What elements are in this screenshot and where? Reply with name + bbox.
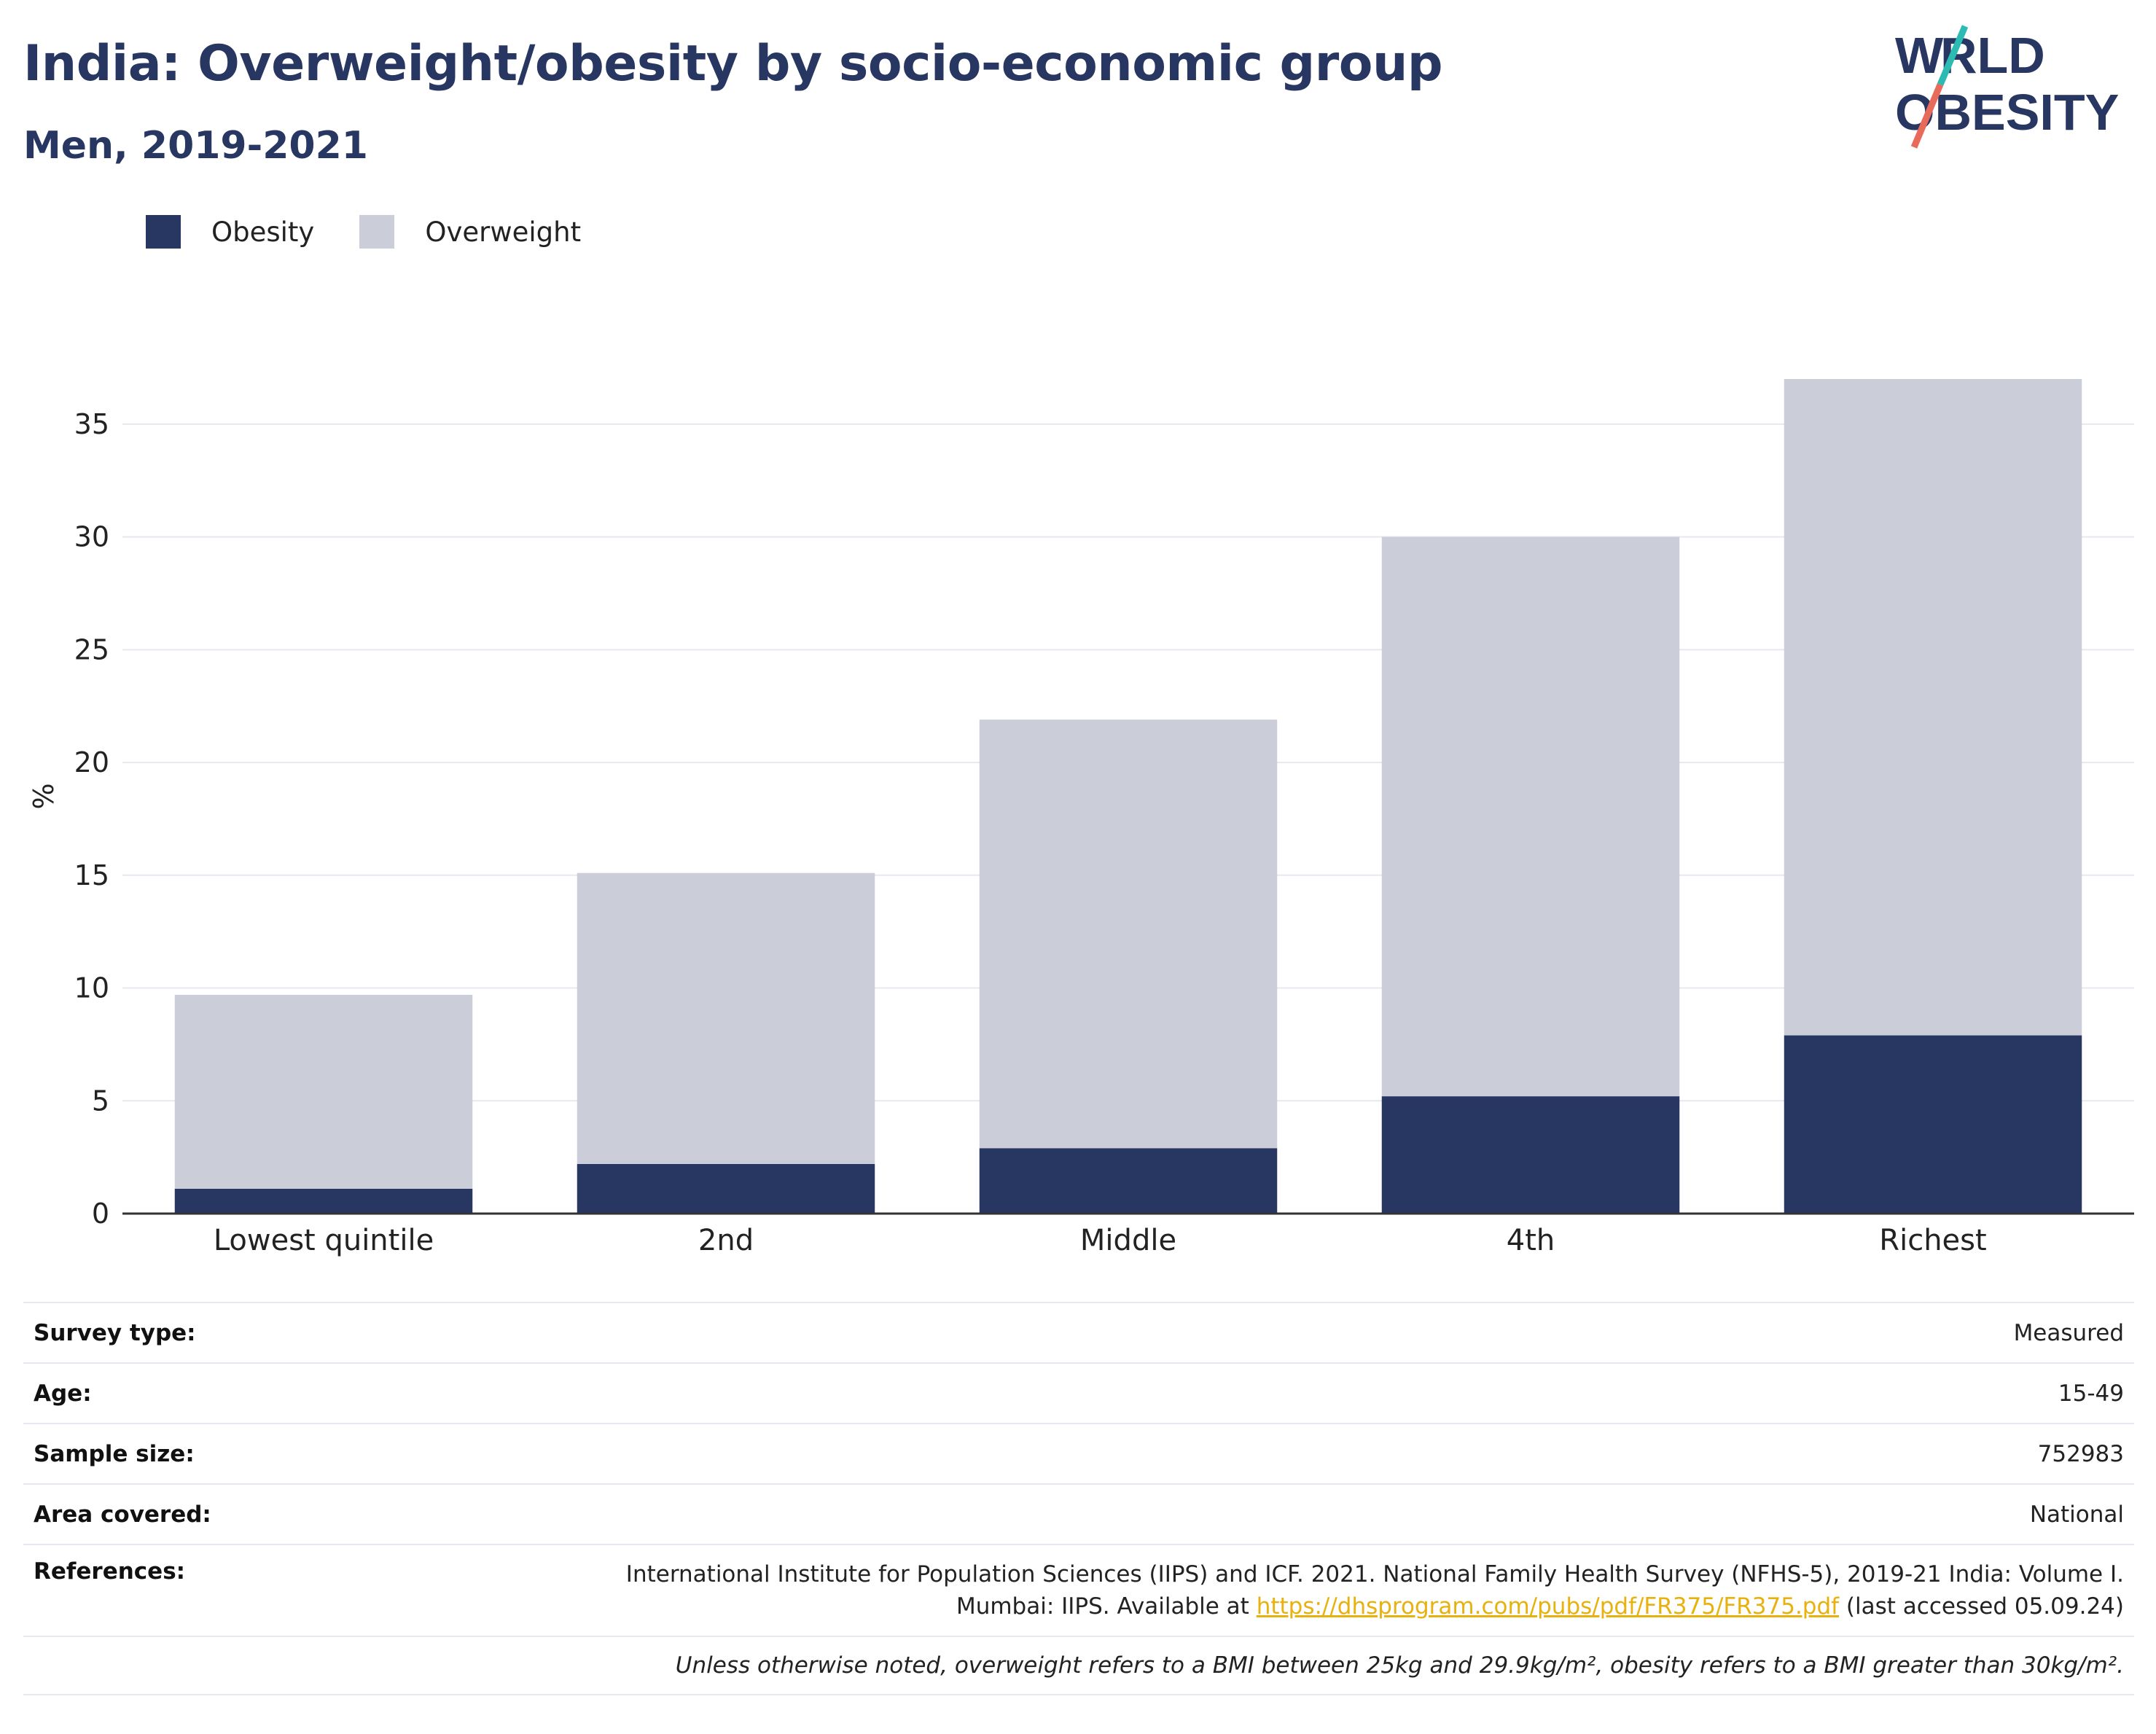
info-row-note: Unless otherwise noted, overweight refer…: [23, 1636, 2134, 1695]
references-value: International Institute for Population S…: [626, 1558, 2124, 1622]
y-tick-label-30: 30: [74, 521, 109, 553]
bar-obesity-3: [1381, 1096, 1680, 1214]
info-row-sample-size: Sample size: 752983: [23, 1423, 2134, 1483]
bar-overweight-4: [1784, 379, 2082, 1036]
y-tick-label-20: 20: [74, 746, 109, 778]
bar-obesity-2: [979, 1148, 1278, 1214]
info-row-age: Age: 15-49: [23, 1362, 2134, 1423]
y-tick-label-35: 35: [74, 408, 109, 440]
y-tick-label-25: 25: [74, 633, 109, 665]
x-tick-label-3: 4th: [1507, 1224, 1555, 1257]
references-line2-suffix: (last accessed 05.09.24): [1839, 1593, 2124, 1620]
survey-type-value: Measured: [2013, 1319, 2124, 1346]
references-link[interactable]: https://dhsprogram.com/pubs/pdf/FR375/FR…: [1256, 1593, 1840, 1620]
age-value: 15-49: [2058, 1380, 2124, 1407]
bar-overweight-2: [979, 719, 1278, 1149]
age-label: Age:: [34, 1380, 92, 1407]
sample-size-label: Sample size:: [34, 1440, 195, 1467]
area-covered-label: Area covered:: [34, 1501, 211, 1528]
page-title: India: Overweight/obesity by socio-econo…: [23, 35, 1443, 93]
bar-overweight-3: [1381, 536, 1680, 1097]
x-tick-label-0: Lowest quintile: [214, 1224, 434, 1257]
y-tick-label-15: 15: [74, 859, 109, 891]
world-obesity-logo: W RLD OBESITY: [1895, 25, 2119, 149]
legend-swatch-obesity: [146, 215, 181, 249]
y-axis-label: %: [28, 783, 60, 809]
references-line2-prefix: Mumbai: IIPS. Available at: [956, 1593, 1257, 1620]
legend-item-overweight: Overweight: [359, 215, 581, 249]
x-tick-label-2: Middle: [1080, 1224, 1176, 1257]
bar-obesity-0: [174, 1188, 473, 1214]
survey-type-label: Survey type:: [34, 1319, 196, 1346]
references-label: References:: [34, 1558, 186, 1585]
chart-legend: Obesity Overweight: [146, 215, 626, 249]
x-tick-label-1: 2nd: [698, 1224, 754, 1257]
svg-text:W: W: [1895, 27, 1943, 84]
sample-size-value: 752983: [2037, 1440, 2124, 1467]
bar-obesity-1: [577, 1163, 875, 1214]
legend-label-overweight: Overweight: [425, 216, 582, 248]
info-row-survey-type: Survey type: Measured: [23, 1302, 2134, 1362]
area-covered-value: National: [2029, 1501, 2124, 1528]
references-line1: International Institute for Population S…: [625, 1561, 2124, 1587]
bar-obesity-4: [1784, 1035, 2082, 1214]
bmi-definition-note: Unless otherwise noted, overweight refer…: [675, 1652, 2124, 1679]
legend-label-obesity: Obesity: [211, 216, 315, 248]
legend-item-obesity: Obesity: [146, 215, 314, 249]
legend-swatch-overweight: [359, 215, 395, 249]
x-tick-label-4: Richest: [1879, 1224, 1986, 1257]
y-tick-label-0: 0: [92, 1198, 109, 1230]
svg-text:OBESITY: OBESITY: [1895, 84, 2119, 141]
y-tick-label-5: 5: [92, 1085, 109, 1117]
y-tick-label-10: 10: [74, 972, 109, 1004]
bar-overweight-1: [577, 872, 875, 1164]
page-subtitle: Men, 2019-2021: [23, 124, 368, 168]
info-row-references: References: International Institute for …: [23, 1544, 2134, 1636]
bar-chart: 0 5 10 15 20 25 30 35% Lowest quintile 2nd Middle 4…: [28, 379, 2134, 1257]
survey-info-table: Survey type: Measured Age: 15-49 Sample …: [23, 1302, 2134, 1695]
info-row-area-covered: Area covered: National: [23, 1483, 2134, 1544]
bar-overweight-0: [174, 994, 473, 1189]
